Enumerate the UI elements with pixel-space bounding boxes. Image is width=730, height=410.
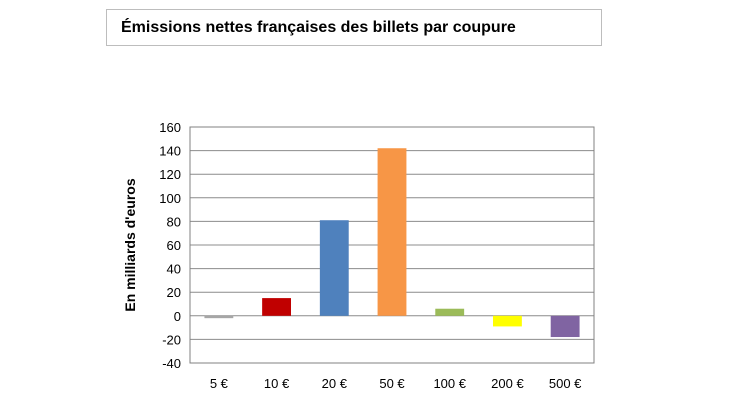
y-tick-label: 160 (159, 120, 181, 135)
y-tick-label: -40 (162, 356, 181, 371)
chart-title: Émissions nettes françaises des billets … (121, 19, 516, 36)
x-tick-label: 100 € (433, 376, 466, 391)
y-tick-label: 40 (167, 262, 181, 277)
y-tick-label: 80 (167, 214, 181, 229)
bar (493, 315, 522, 327)
x-tick-label: 500 € (549, 376, 582, 391)
bar (319, 220, 349, 316)
bar (550, 315, 580, 338)
y-tick-label: 120 (159, 167, 181, 182)
y-axis-label: En milliards d'euros (122, 178, 138, 311)
chart-title-box: Émissions nettes françaises des billets … (106, 9, 602, 46)
x-axis-ticks: 5 € 10 € 20 € 50 € 100 € 200 € 500 € (210, 376, 582, 391)
y-axis-ticks: 160 140 120 100 80 60 40 20 0 -20 -40 (159, 120, 181, 371)
bar (204, 315, 234, 319)
bar (435, 308, 465, 316)
bars (204, 148, 580, 338)
bar (262, 298, 291, 316)
y-tick-label: 0 (174, 309, 181, 324)
y-tick-label: 100 (159, 191, 181, 206)
bar (377, 148, 407, 316)
y-tick-label: -20 (162, 332, 181, 347)
plot-area-border (189, 126, 595, 364)
x-tick-label: 10 € (264, 376, 290, 391)
x-tick-label: 50 € (379, 376, 405, 391)
x-tick-label: 20 € (322, 376, 348, 391)
x-tick-label: 200 € (491, 376, 524, 391)
y-tick-label: 60 (167, 238, 181, 253)
x-tick-label: 5 € (210, 376, 229, 391)
y-tick-label: 140 (159, 144, 181, 159)
y-tick-label: 20 (167, 285, 181, 300)
